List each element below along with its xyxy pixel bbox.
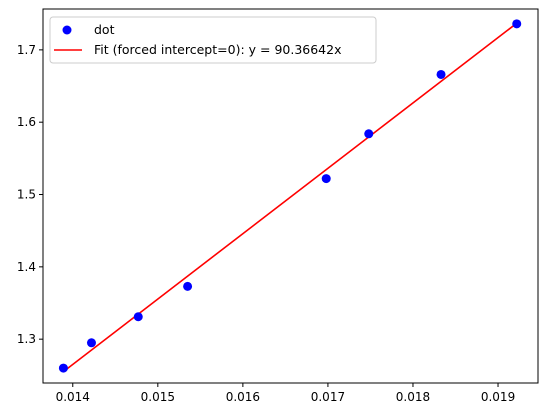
data-point bbox=[133, 312, 143, 322]
x-tick-label: 0.017 bbox=[311, 390, 345, 404]
y-tick-label: 1.5 bbox=[17, 188, 36, 202]
x-tick-label: 0.015 bbox=[141, 390, 175, 404]
data-point bbox=[321, 174, 331, 184]
x-tick-label: 0.018 bbox=[396, 390, 430, 404]
legend: dot Fit (forced intercept=0): y = 90.366… bbox=[49, 16, 377, 64]
y-tick-label: 1.3 bbox=[17, 332, 36, 346]
y-tick-label: 1.6 bbox=[17, 115, 36, 129]
data-point bbox=[436, 69, 446, 79]
legend-box bbox=[49, 16, 377, 64]
y-tick-label: 1.4 bbox=[17, 260, 36, 274]
data-point bbox=[183, 281, 193, 291]
x-tick-label: 0.014 bbox=[56, 390, 90, 404]
data-point bbox=[86, 338, 96, 348]
axes-frame bbox=[42, 8, 539, 384]
x-tick-label: 0.019 bbox=[481, 390, 515, 404]
legend-marker-dot bbox=[62, 25, 72, 35]
data-point bbox=[58, 363, 68, 373]
y-tick-label: 1.7 bbox=[17, 43, 36, 57]
data-point bbox=[512, 19, 522, 29]
legend-label-dot: dot bbox=[94, 22, 115, 37]
x-tick-label: 0.016 bbox=[226, 390, 260, 404]
plot-area bbox=[58, 19, 522, 373]
y-axis: 1.3 1.4 1.5 1.6 1.7 bbox=[17, 43, 43, 346]
x-axis: 0.014 0.015 0.016 0.017 0.018 0.019 bbox=[56, 383, 515, 404]
legend-label-fit: Fit (forced intercept=0): y = 90.36642x bbox=[94, 42, 342, 57]
data-point bbox=[364, 129, 374, 139]
